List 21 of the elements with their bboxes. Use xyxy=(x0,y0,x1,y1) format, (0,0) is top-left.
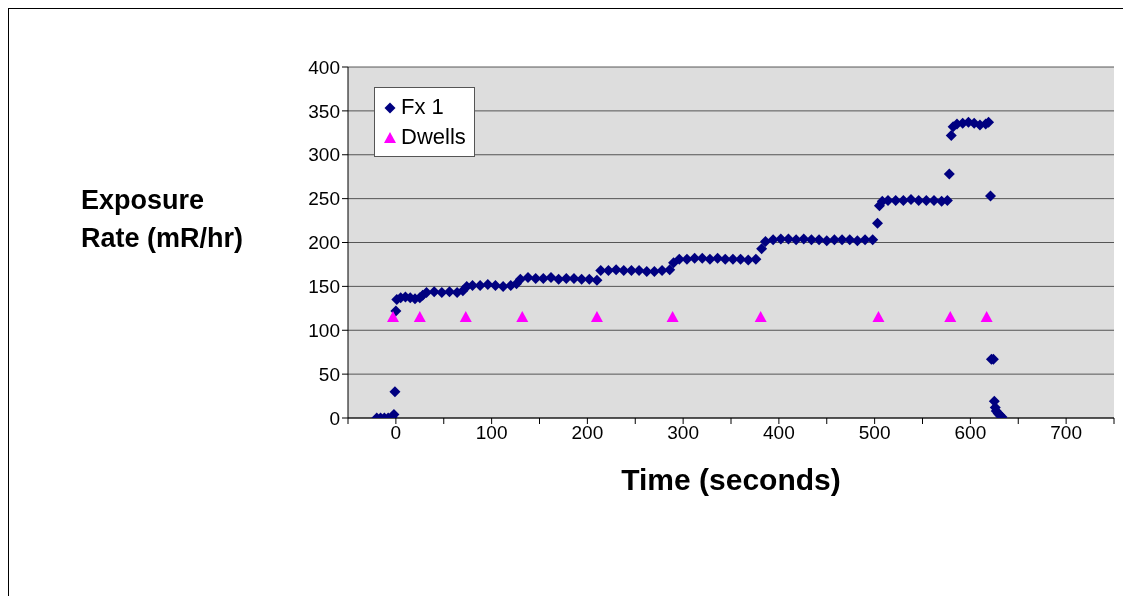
legend-label: Fx 1 xyxy=(401,93,444,121)
y-axis-title: Exposure Rate (mR/hr) xyxy=(81,184,244,255)
x-tick-label: 0 xyxy=(390,422,402,444)
x-tick-label: 700 xyxy=(1050,422,1082,444)
x-axis-title: Time (seconds) xyxy=(621,463,841,496)
x-tick-label: 600 xyxy=(954,422,987,444)
y-tick-label: 400 xyxy=(308,56,340,78)
y-tick-label: 100 xyxy=(308,319,340,341)
y-tick-label: 50 xyxy=(318,363,340,385)
y-tick-label: 0 xyxy=(329,407,340,429)
x-tick-label: 400 xyxy=(763,422,795,444)
y-tick-label: 250 xyxy=(308,188,340,210)
x-tick-label: 300 xyxy=(667,422,699,444)
y-tick-label: 200 xyxy=(308,232,340,254)
x-tick-label: 100 xyxy=(475,422,508,444)
y-tick-label: 150 xyxy=(308,276,340,298)
x-tick-label: 500 xyxy=(858,422,891,444)
legend-label: Dwells xyxy=(401,123,466,151)
y-tick-label: 300 xyxy=(308,144,340,166)
x-tick-label: 200 xyxy=(571,422,604,444)
y-tick-label: 350 xyxy=(308,100,340,122)
